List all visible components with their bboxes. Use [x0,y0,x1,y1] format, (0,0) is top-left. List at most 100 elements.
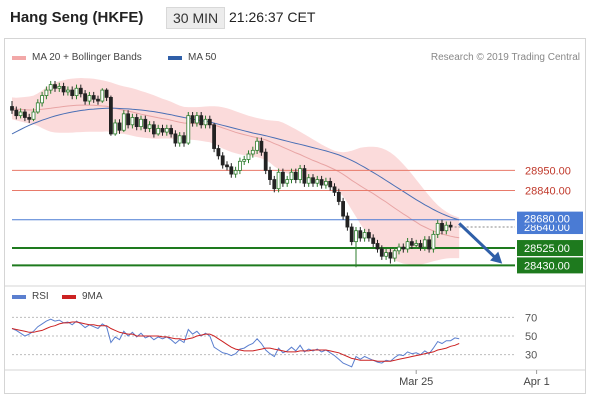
candle-body [126,113,130,126]
level-tag-text-28430.00: 28430.00 [524,260,570,272]
candle-body [311,177,315,184]
ma20-legend: MA 20 + Bollinger Bands [12,52,142,63]
candle-body [229,166,234,175]
candle-body [422,239,427,248]
candle-body [336,191,341,202]
candle-body [66,89,70,93]
candle-body [302,168,307,184]
candle-body [384,252,389,257]
candle-body [91,95,96,100]
ma20-line [11,104,460,239]
candle-body [160,128,165,133]
candle-body [130,117,135,126]
candle-body [379,248,384,257]
candle-body [203,118,208,126]
candle-body [289,171,294,180]
candle-body [323,180,328,186]
candle-body [349,226,354,243]
ma20-swatch [12,55,26,60]
pivot-tag-overlay [517,211,583,225]
ma20-legend-label: MA 20 + Bollinger Bands [32,52,142,63]
candle-body [134,117,139,128]
candle-body [354,230,358,243]
candle-body [319,179,324,186]
nine-ma-legend-label: 9MA [82,291,103,302]
rsi-tick-label-30: 30 [525,350,537,362]
candle-body [375,243,380,250]
candle-body [315,179,320,184]
candle-body [250,149,255,155]
level-tag-28430.00 [517,257,583,274]
candle-body [435,222,440,235]
candle-body [388,252,393,259]
nine-ma-swatch [62,294,76,299]
forecast-arrow-shaft [458,222,498,260]
candle-body [220,155,225,166]
candle-body [61,86,66,93]
last-price-text: 28640.00 [524,222,570,234]
candle-body [358,230,363,239]
level-tag-text-28525.00: 28525.00 [524,243,570,255]
candle-body [397,246,401,252]
candle-body [285,179,290,184]
candle-body [151,124,156,135]
candle-body [104,89,109,98]
credit-text: Research © 2019 Trading Central [430,52,580,63]
candle-body [10,106,14,111]
candle-body [169,128,174,135]
candle-body [70,89,75,96]
candle-body [440,222,444,232]
candle-body [186,115,191,144]
candle-body [143,118,148,129]
candle-body [242,159,247,162]
rsi-legend-label: RSI [32,291,49,302]
rsi-tick-label-50: 50 [525,331,537,343]
candle-body [233,170,238,175]
candle-body [405,241,410,250]
candle-body [216,148,221,157]
rsi-line [11,318,460,368]
rsi-legend: RSI [12,291,49,302]
candle-body [293,171,298,180]
candle-body [418,243,423,248]
x-tick-label-Apr 1: Apr 1 [523,376,549,388]
candle-body [27,117,32,120]
candle-body [341,201,346,217]
candle-body [14,109,19,117]
candle-body [409,241,414,246]
candle-body [139,118,143,128]
candle-body [212,124,217,149]
instrument-title: Hang Seng (HKFE) [10,9,144,26]
candle-body [259,140,264,153]
candle-body [194,115,199,124]
candle-body [268,170,272,180]
candle-body [53,84,57,89]
candle-body [280,171,285,184]
candle-body [156,128,161,135]
candle-body [225,164,229,168]
candle-body [362,232,367,239]
candle-body [431,233,436,250]
rsi-9ma-line [11,321,460,362]
ma50-legend: MA 50 [168,52,216,63]
x-tick-label-Mar 25: Mar 25 [399,376,433,388]
timeframe-badge[interactable]: 30 MIN [166,7,226,29]
candle-body [121,113,126,131]
candle-body [22,111,27,118]
candle-body [263,151,268,171]
ma50-swatch [168,55,182,60]
candle-body [298,168,303,180]
candle-body [113,122,118,135]
chart-header: Hang Seng (HKFE) 30 MIN 21:26:37 CET [0,0,590,36]
candle-body [87,95,92,102]
candle-body [272,179,277,190]
candle-body [255,140,260,151]
candle-body [414,243,419,246]
candle-body [35,102,40,113]
candle-body [18,111,23,117]
candle-body [48,84,53,91]
candle-body [74,87,79,96]
ma50-legend-label: MA 50 [188,52,217,63]
pivot-tag-overlay-text: 28680.00 [524,214,570,226]
